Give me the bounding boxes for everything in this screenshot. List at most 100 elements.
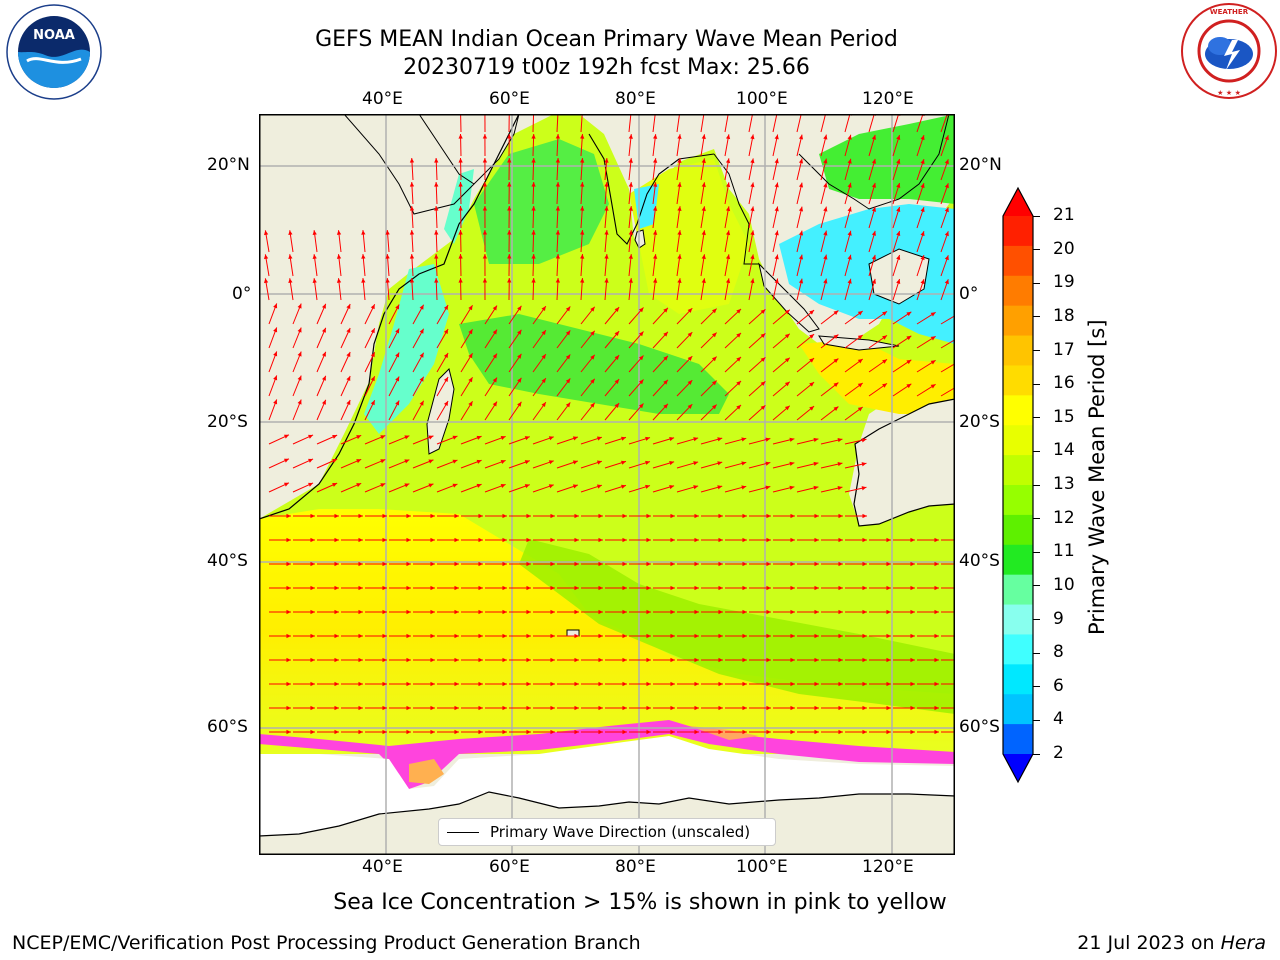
wave-arrow-head [774,134,779,140]
colorbar-tick-mark [1033,417,1040,419]
wave-arrow-head [920,135,925,141]
wave-arrow-head [288,278,293,284]
wave-arrow-head [502,633,507,639]
wave-arrow-head [358,585,363,591]
wave-arrow-head [468,329,473,335]
wave-arrow-head [286,633,291,639]
wave-arrow-head [694,609,699,615]
wave-arrow-head [750,230,755,236]
wave-arrow-head [814,681,819,687]
wave-arrow-head [862,729,867,735]
wave-arrow-head [419,328,424,334]
wave-arrow-head [492,329,497,335]
wave-arrow-head [701,230,706,236]
wave-arrow-head [531,230,536,235]
wave-arrow-head [862,609,867,615]
wave-arrow-head [507,158,512,163]
wave-arrow-head [334,561,339,567]
wave-arrow-head [550,585,555,591]
wave-arrow-head [370,328,375,334]
wave-arrow-head [725,278,731,284]
wave-arrow-head [838,609,843,615]
wave-arrow-head [555,158,561,163]
wave-arrow-head [273,303,278,309]
wave-arrow-head [273,375,278,381]
lat-tick-right-60s: 60°S [959,717,1000,737]
wave-arrow-head [663,331,668,337]
wave-arrow-head [395,352,400,358]
wave-arrow-head [336,254,342,259]
wave-arrow-head [857,358,863,364]
wave-arrow-head [814,657,819,663]
wave-arrow-head [871,158,876,164]
wave-arrow-head [502,537,507,543]
wave-arrow-head [310,609,315,615]
wave-arrow-head [910,657,915,663]
colorbar-tick-mark [1033,652,1040,654]
wave-arrow-head [677,230,682,235]
colorbar-tick-label: 20 [1053,238,1075,259]
wave-arrow-head [798,134,804,140]
wave-arrow-head [526,561,531,567]
wave-arrow-head [273,327,278,333]
wave-arrow-head [590,306,595,312]
colorbar-tick-label: 15 [1053,406,1075,427]
wave-arrow-head [550,633,555,639]
wave-arrow-head [934,633,939,639]
wave-arrow-head [443,304,449,310]
wave-arrow-head [382,681,387,687]
wave-arrow-head [862,513,867,519]
wave-arrow-head [886,561,891,567]
colorbar-segment [1003,395,1033,426]
svg-text:★ ★ ★: ★ ★ ★ [1217,89,1241,97]
wave-arrow-head [784,357,790,363]
wave-arrow-head [310,537,315,543]
wave-arrow-head [838,513,843,519]
wave-arrow-head [334,633,339,639]
wave-arrow-head [273,399,278,405]
wave-arrow-head [524,484,530,489]
wave-arrow-head [332,459,338,463]
wave-arrow-head [478,681,483,687]
wave-arrow-head [346,352,351,358]
wave-arrow-head [443,328,449,334]
wave-arrow-head [419,400,424,406]
colorbar-tick-mark [1033,350,1040,351]
wave-arrow-head [833,382,839,388]
colorbar-tick-label: 8 [1053,642,1064,663]
wave-arrow-head [452,459,458,464]
wave-arrow-head [670,633,675,639]
wave-arrow-head [550,537,555,543]
wave-arrow-head [590,330,595,336]
wave-arrow-head [663,403,668,409]
colorbar-tick-mark [1033,282,1040,284]
wave-arrow-head [718,681,723,687]
wave-arrow-head [694,537,699,543]
wave-arrow-head [598,585,603,591]
wave-arrow-head [310,657,315,663]
wave-arrow-head [861,486,867,491]
wave-arrow-head [574,537,579,543]
wave-arrow-head [502,561,507,567]
wave-arrow-head [454,657,459,663]
wave-arrow-head [930,312,936,317]
wave-arrow-head [598,681,603,687]
wave-arrow-head [288,230,293,236]
wave-arrow-head [382,705,387,711]
wave-arrow-head [628,230,633,235]
wave-arrow-head [711,404,717,410]
wave-arrow-head [321,303,326,309]
wave-arrow-head [590,354,595,360]
wave-arrow-head [286,657,291,663]
colorbar-tick-label: 9 [1053,608,1064,629]
colorbar-segment [1003,485,1033,516]
wave-arrow-head [638,355,644,361]
wave-arrow-head [784,309,790,315]
wave-arrow-head [847,230,852,236]
wave-arrow-head [765,461,771,466]
wave-arrow-head [814,609,819,615]
wave-arrow-head [283,482,289,487]
wave-arrow-head [760,405,766,410]
wave-arrow-head [395,376,400,382]
wave-arrow-head [430,705,435,711]
